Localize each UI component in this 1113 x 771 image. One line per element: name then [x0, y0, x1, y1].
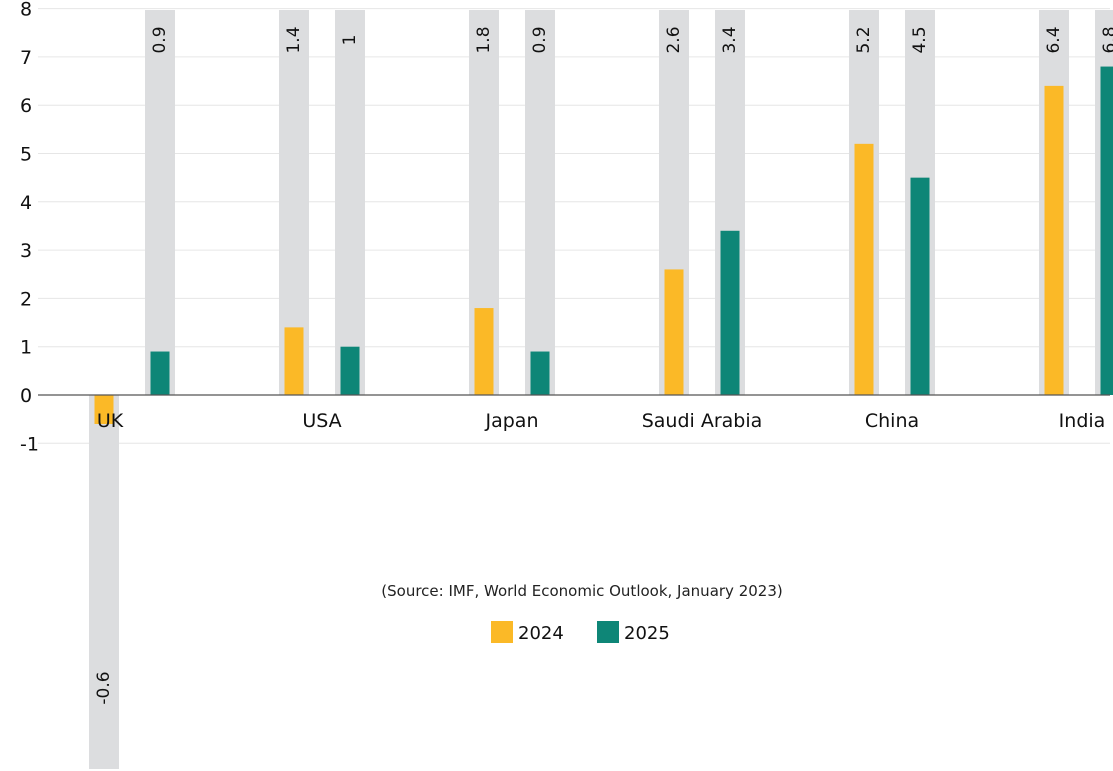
y-tick-label: 5 [20, 144, 32, 166]
value-label: -0.6 [94, 671, 114, 704]
gridlines [38, 8, 1110, 444]
value-track [145, 10, 175, 395]
category-label: UK [97, 410, 124, 432]
category-label: Saudi Arabia [642, 410, 763, 432]
bar-2025 [910, 177, 930, 395]
legend-swatch-2025 [597, 621, 619, 643]
y-tick-label: 2 [20, 288, 32, 310]
bar-2025 [150, 351, 170, 395]
y-tick-label: 1 [20, 337, 32, 359]
value-label: 1.8 [474, 26, 494, 53]
y-tick-label: 7 [20, 47, 32, 69]
legend-label-2024: 2024 [518, 623, 564, 644]
bar-2024 [854, 143, 874, 395]
value-label: 0.9 [150, 26, 170, 53]
value-label: 1.4 [284, 26, 304, 53]
legend: 2024 2025 [491, 621, 670, 644]
value-track [335, 10, 365, 395]
value-label: 3.4 [720, 26, 740, 53]
legend-swatch-2024 [491, 621, 513, 643]
y-tick-label: 8 [20, 0, 32, 21]
y-tick-label: -1 [20, 433, 39, 455]
bar-2025 [720, 230, 740, 395]
value-label: 4.5 [910, 26, 930, 53]
category-label: Japan [485, 410, 539, 432]
bar-2025 [340, 346, 360, 395]
y-tick-label: 6 [20, 95, 32, 117]
source-note: (Source: IMF, World Economic Outlook, Ja… [381, 582, 782, 600]
y-tick-label: 3 [20, 240, 32, 262]
value-track [89, 395, 119, 769]
value-label: 0.9 [530, 26, 550, 53]
bar-2024 [474, 308, 494, 395]
value-label: 1 [340, 35, 360, 46]
bars [94, 66, 1113, 424]
bar-2024 [284, 327, 304, 395]
legend-label-2025: 2025 [624, 623, 670, 644]
value-track [525, 10, 555, 395]
category-label: China [865, 410, 919, 432]
category-label: India [1059, 410, 1106, 432]
bar-2024 [94, 395, 114, 424]
y-tick-label: 4 [20, 192, 32, 214]
value-label: 6.4 [1044, 26, 1064, 53]
value-tracks [89, 10, 1113, 769]
y-tick-label: 0 [20, 385, 32, 407]
bar-2024 [664, 269, 684, 395]
category-label: USA [302, 410, 341, 432]
value-label: 6.8 [1100, 26, 1113, 53]
value-label: 5.2 [854, 26, 874, 53]
labels: 8 7 6 5 4 3 2 1 0 -1 -0.6 0.9 UK 1.4 1 USA 1.8 0.9 Japan 2.… [20, 0, 1113, 705]
bar-2025 [530, 351, 550, 395]
bar-2025 [1100, 66, 1113, 395]
value-label: 2.6 [664, 26, 684, 53]
bar-2024 [1044, 85, 1064, 395]
